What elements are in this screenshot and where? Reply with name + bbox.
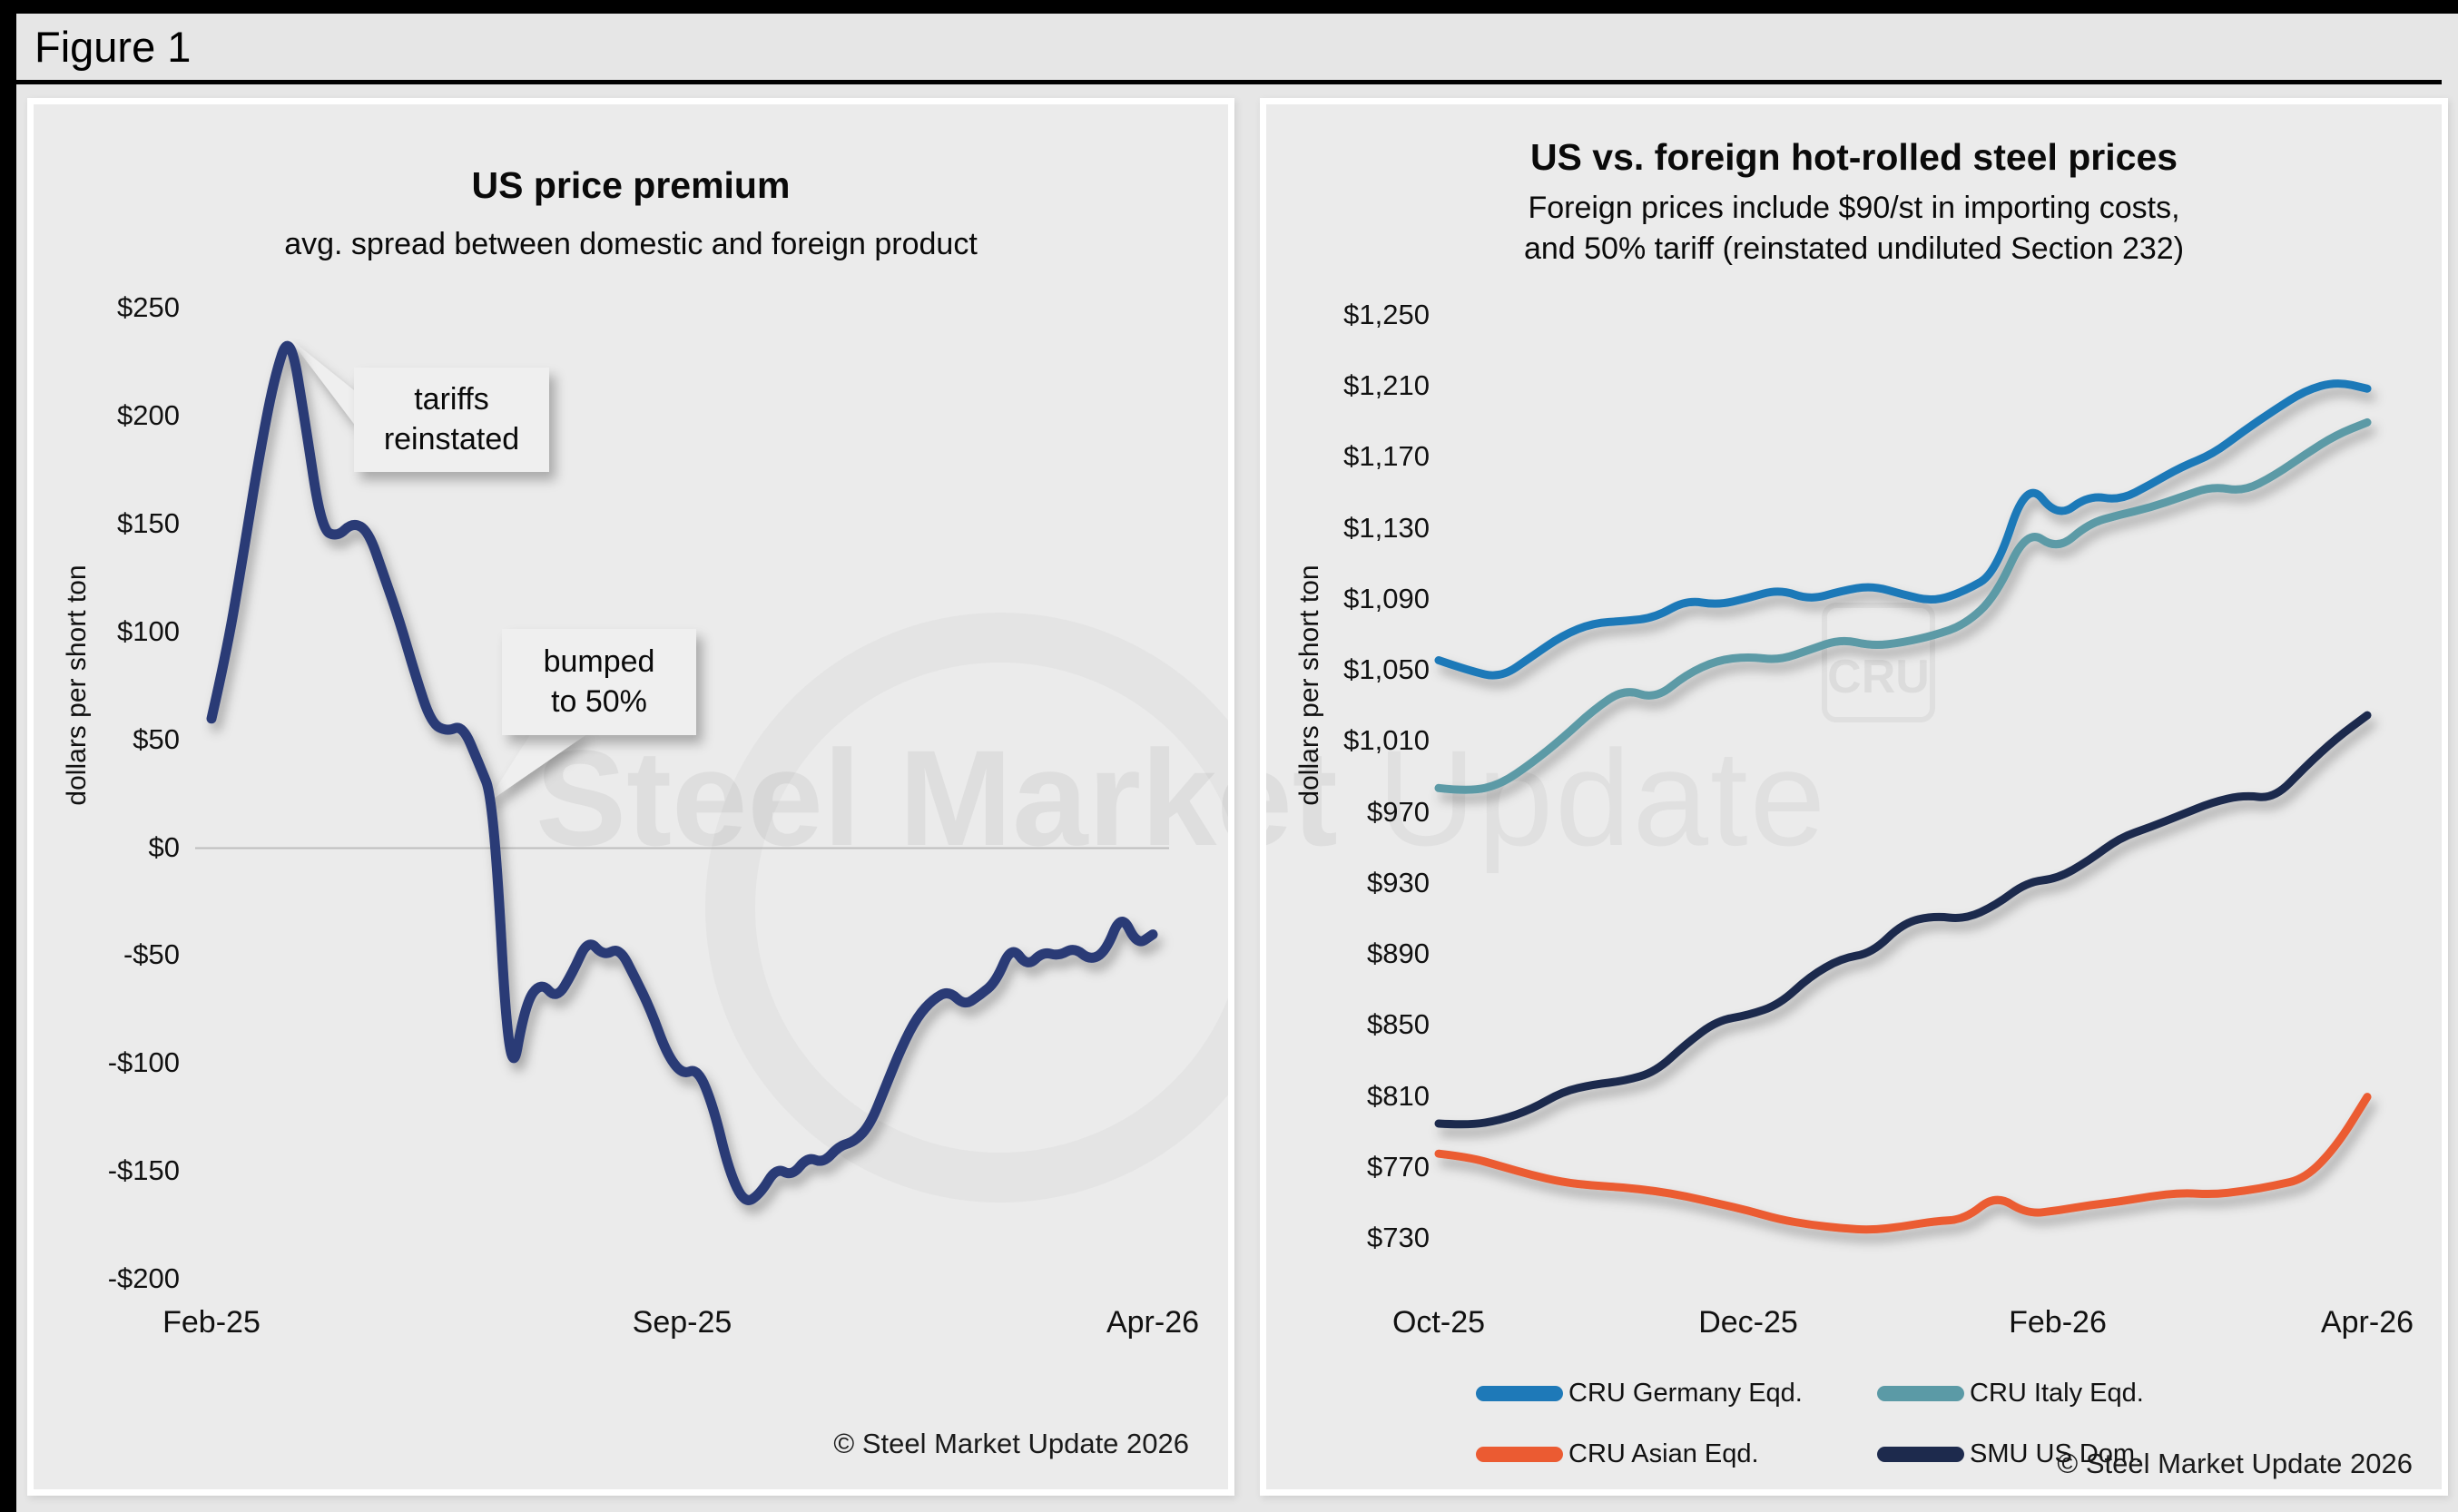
left-chart-subtitle: avg. spread between domestic and foreign… [284, 227, 978, 261]
series-line [206, 340, 1158, 1205]
legend-label-smu-us-dom: SMU US Dom. [1970, 1439, 2143, 1468]
legend-label-cru-germany: CRU Germany Eqd. [1568, 1379, 1803, 1408]
legend-label-cru-italy: CRU Italy Eqd. [1970, 1379, 2144, 1408]
legend-item-cru-italy: CRU Italy Eqd. [1877, 1379, 2144, 1409]
cru-germany-line-swatch [1476, 1386, 1563, 1401]
bumped-annotation-leader [487, 733, 588, 803]
bumped-to-50-annotation: bumped to 50% [502, 629, 696, 735]
tariffs-reinstated-annotation: tariffs reinstated [354, 368, 549, 472]
series-line [1434, 379, 2372, 680]
right-chart-subtitle-line2: and 50% tariff (reinstated undiluted Sec… [1523, 231, 2185, 266]
right-copyright: © Steel Market Update 2026 [2057, 1448, 2413, 1479]
series-line [1434, 417, 2372, 794]
window-left-border [0, 0, 16, 1512]
left-chart-title: US price premium [471, 164, 791, 206]
us-price-premium-chart-panel: Steel Market Update $250$200$150$100$50$… [27, 98, 1234, 1496]
legend-label-cru-asian: CRU Asian Eqd. [1568, 1439, 1759, 1468]
tariffs-annotation-leader [290, 339, 354, 424]
figure-label: Figure 1 [34, 23, 192, 71]
cru-italy-line-swatch [1877, 1386, 1964, 1401]
series-line [1434, 1093, 2372, 1234]
left-y-axis-label: dollars per short ton [62, 565, 92, 806]
steel-prices-line-chart [1434, 379, 2372, 1234]
legend-item-smu-us-dom: SMU US Dom. [1877, 1439, 2142, 1469]
series-line [1434, 711, 2372, 1129]
smu-us-dom-line-swatch [1877, 1447, 1964, 1462]
right-chart-subtitle-line1: Foreign prices include $90/st in importi… [1528, 191, 2180, 225]
window-top-border [0, 0, 2458, 14]
price-premium-line-chart [195, 339, 1169, 1205]
legend-item-cru-germany: CRU Germany Eqd. [1476, 1379, 1803, 1409]
legend-item-cru-asian: CRU Asian Eqd. [1476, 1439, 1759, 1469]
cru-asian-line-swatch [1476, 1447, 1563, 1462]
right-chart-title: US vs. foreign hot-rolled steel prices [1529, 136, 2178, 178]
header-rule [16, 80, 2442, 84]
us-vs-foreign-prices-chart-panel: Steel Market Update CRU $1,250$1,210$1,1… [1260, 98, 2448, 1496]
left-copyright: © Steel Market Update 2026 [833, 1428, 1189, 1459]
right-y-axis-label: dollars per short ton [1294, 565, 1324, 806]
